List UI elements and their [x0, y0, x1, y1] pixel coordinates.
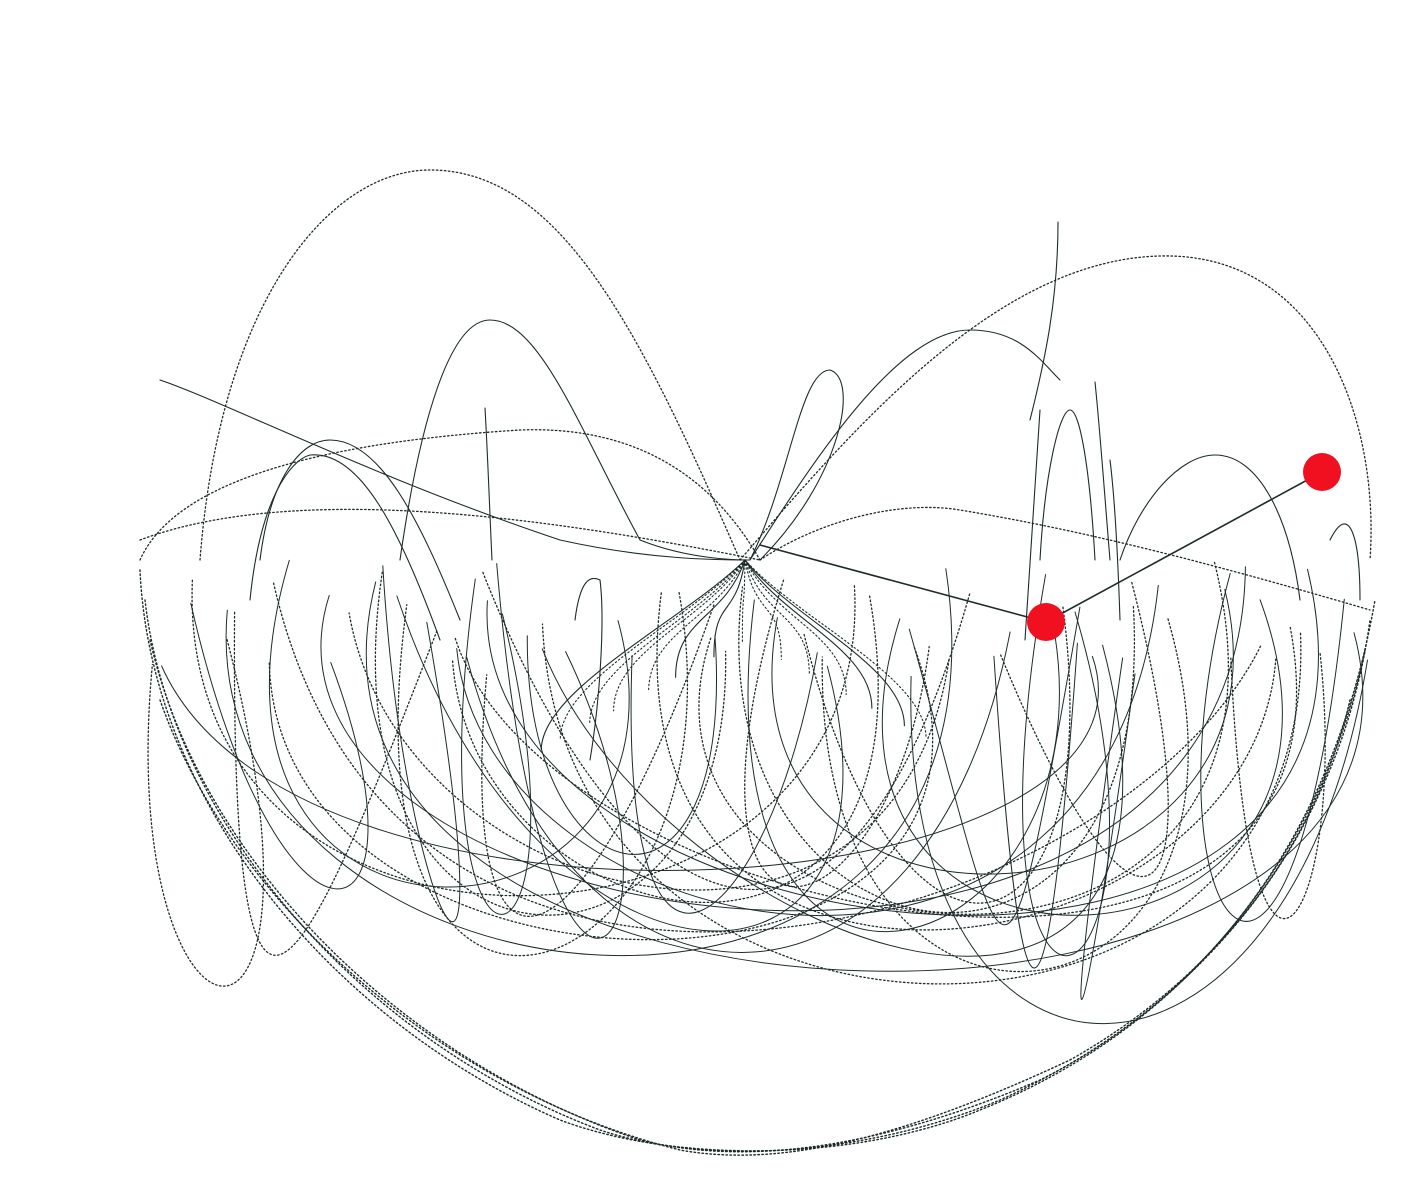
- bowl-envelope-trace: [149, 639, 1366, 1153]
- solid-loop-trace: [1029, 221, 1059, 421]
- interior-swing-trace: [747, 599, 1060, 933]
- inner-arm: [759, 544, 1047, 623]
- pivot-fan-trace: [744, 559, 905, 727]
- interior-swing-trace: [191, 578, 856, 897]
- interior-swing-trace: [190, 602, 369, 890]
- interior-swing-trace: [397, 592, 689, 957]
- interior-swing-trace: [993, 642, 1078, 969]
- outer-arm: [1045, 471, 1323, 623]
- interior-swing-trace: [821, 618, 1189, 973]
- interior-swing-trace: [541, 623, 1302, 985]
- solid-loop-trace: [1024, 409, 1041, 641]
- interior-swing-trace: [486, 568, 1319, 916]
- solid-loop-trace: [484, 407, 493, 561]
- outer-arc-trace: [759, 506, 1371, 611]
- interior-swing-trace: [481, 571, 971, 890]
- interior-swing-trace: [268, 559, 630, 888]
- pivot-fan-trace: [744, 559, 810, 676]
- pivot-fan-trace: [741, 559, 746, 642]
- pendulum-bobs: [1027, 453, 1341, 641]
- outer-arc-trace: [199, 169, 741, 561]
- pivot-fan-trace: [648, 559, 746, 693]
- interior-swing-trace: [1080, 657, 1136, 1000]
- pivot-fan-trace: [744, 559, 927, 739]
- interior-swing-trace: [744, 579, 930, 888]
- interior-swing-trace: [910, 659, 1368, 1024]
- interior-swing-trace: [396, 595, 844, 932]
- solid-loop-trace: [574, 577, 603, 761]
- outer-arc-trace: [139, 508, 761, 561]
- interior-swing-trace: [1000, 581, 1169, 878]
- solid-loop-trace: [399, 319, 751, 561]
- pivot-fan-trace: [744, 559, 782, 661]
- solid-loop-trace: [1094, 381, 1111, 561]
- solid-loop-trace: [749, 329, 1061, 561]
- outer-bob: [1303, 453, 1341, 491]
- pivot-fan-trace: [713, 559, 746, 658]
- solid-loop-trace: [249, 454, 441, 641]
- inner-bob: [1027, 603, 1065, 641]
- interior-swing-trace: [272, 582, 1262, 933]
- interior-swing-trace: [461, 578, 532, 915]
- solid-loop-trace: [1329, 523, 1361, 601]
- solid-loop-trace: [1039, 409, 1096, 561]
- pivot-fan-trace: [589, 559, 746, 725]
- pivot-fan-trace: [559, 559, 746, 740]
- interior-swing-trace: [908, 606, 1081, 926]
- interior-swing-trace: [630, 652, 818, 914]
- interior-swing-trace: [881, 599, 1283, 916]
- interior-swing-trace: [738, 586, 1136, 914]
- interior-swing-trace: [526, 634, 717, 855]
- pivot-fan-trace: [744, 559, 847, 696]
- bowl-envelope-trace: [159, 699, 1351, 1156]
- interior-swing-trace: [1200, 573, 1345, 922]
- interior-swing-trace: [656, 592, 1277, 931]
- interior-swing-trace: [225, 568, 953, 957]
- solid-loop-trace: [749, 369, 844, 561]
- outer-arc-trace: [139, 429, 761, 561]
- interior-swing-trace: [541, 644, 1124, 957]
- interior-swing-trace: [147, 639, 265, 987]
- interior-swing-trace: [233, 611, 438, 956]
- interior-swing-trace: [698, 561, 1229, 915]
- interior-swing-trace: [366, 581, 1364, 972]
- pendulum-arms: [759, 471, 1323, 623]
- pivot-fan-trace: [675, 559, 746, 678]
- pivot-fan-trace: [744, 559, 873, 709]
- interior-swing-trace: [268, 646, 934, 941]
- interior-swing-trace: [1022, 574, 1110, 957]
- outer-arc-trace: [739, 255, 1372, 561]
- interior-swing-trace: [1230, 651, 1326, 920]
- interior-swing-trace: [320, 566, 1246, 912]
- solid-loop-trace: [159, 379, 751, 561]
- interior-swing-trace: [771, 589, 1234, 875]
- interior-swing-trace: [348, 612, 950, 891]
- interior-swing-trace: [803, 604, 1071, 904]
- interior-swing-trace: [496, 563, 624, 939]
- solid-loop-trace: [1109, 459, 1121, 621]
- trajectory-traces: [139, 169, 1376, 1156]
- solid-loop-trace: [1119, 454, 1301, 601]
- interior-swing-trace: [161, 655, 1099, 871]
- interior-swing-trace: [456, 584, 1159, 917]
- pivot-fan-trace: [540, 559, 746, 751]
- interior-swing-trace: [466, 631, 1011, 953]
